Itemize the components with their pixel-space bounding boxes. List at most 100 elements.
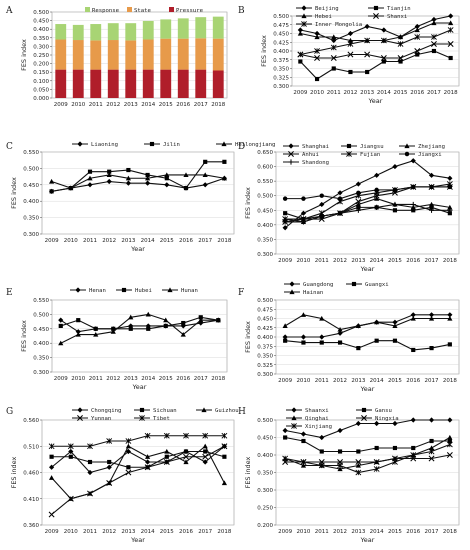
y-tick-label: 0.425 <box>273 40 289 46</box>
x-axis-title: Year <box>368 97 383 105</box>
data-point <box>222 159 227 164</box>
legend-marker <box>291 407 297 413</box>
y-tick-label: 0.450 <box>273 32 289 38</box>
x-tick-label: 2010 <box>64 238 78 244</box>
x-tick-label: 2018 <box>443 378 457 384</box>
data-point <box>447 207 453 213</box>
bar-response <box>212 16 224 39</box>
data-point <box>106 172 112 178</box>
data-point <box>183 172 189 178</box>
data-point <box>221 443 228 450</box>
y-tick-label: 0.500 <box>257 418 273 424</box>
x-tick-label: 2013 <box>121 529 135 535</box>
data-point <box>318 216 325 222</box>
data-point <box>106 464 112 470</box>
data-point <box>428 207 435 213</box>
data-point <box>76 318 81 323</box>
legend-label: Hunan <box>181 288 198 294</box>
data-point <box>300 431 307 437</box>
x-tick-label: 2010 <box>310 90 324 96</box>
x-tick-label: 2009 <box>45 529 59 535</box>
data-point <box>126 167 131 173</box>
data-point <box>283 211 288 216</box>
bar-pressure <box>55 69 67 98</box>
data-point <box>355 469 362 476</box>
x-tick-label: 2009 <box>278 378 292 384</box>
y-tick-label: 0.400 <box>257 335 273 341</box>
y-axis-title: FES index <box>244 456 252 488</box>
data-point <box>337 340 343 345</box>
panel-e: E 0.300 0.350 0.400 0.450 0.500 0.550 2009 2010 2… <box>6 287 228 391</box>
series-line <box>60 316 219 330</box>
panel-letter: E <box>6 288 13 298</box>
x-tick-label: 2014 <box>141 238 155 244</box>
data-point <box>411 208 416 213</box>
legend-marker <box>288 143 294 149</box>
data-point <box>93 331 99 337</box>
data-point <box>202 172 208 178</box>
x-tick-label: 2011 <box>315 258 329 264</box>
legend-label: Henan <box>89 288 106 294</box>
y-tick-label: 0.300 <box>23 232 39 238</box>
data-point <box>337 327 343 332</box>
data-point <box>429 346 434 351</box>
legend-marker <box>289 289 295 295</box>
data-point <box>392 420 398 427</box>
data-point <box>106 438 113 444</box>
legend-label: Qinghai <box>305 416 329 422</box>
y-tick-label: 0.650 <box>257 150 273 156</box>
data-point <box>447 27 454 33</box>
data-point <box>110 329 116 334</box>
data-point <box>163 432 170 439</box>
data-point <box>347 51 354 58</box>
data-point <box>87 169 93 174</box>
x-tick-label: 2009 <box>54 376 68 382</box>
x-tick-label: 2016 <box>179 529 193 535</box>
data-point <box>447 211 452 216</box>
y-tick-label: 0.400 <box>257 453 273 459</box>
data-point <box>58 323 63 328</box>
data-point <box>430 41 437 47</box>
data-point <box>49 189 54 194</box>
y-tick-label: 0.325 <box>257 363 273 369</box>
x-tick-label: 2017 <box>425 529 439 535</box>
data-point <box>447 204 453 210</box>
legend-marker <box>351 281 357 287</box>
bar-pressure <box>90 69 102 98</box>
legend-label: Shanxi <box>387 14 407 20</box>
series-line <box>51 450 225 468</box>
legend-marker <box>77 415 83 421</box>
x-tick-label: 2011 <box>83 529 97 535</box>
data-point <box>145 172 150 178</box>
legend-marker <box>301 13 307 19</box>
series-line <box>299 50 451 80</box>
x-tick-label: 2014 <box>141 376 155 382</box>
data-point <box>428 417 435 423</box>
data-point <box>431 20 437 26</box>
data-point <box>331 34 337 40</box>
x-tick-label: 2015 <box>160 238 174 244</box>
series-xinjiang <box>282 441 453 476</box>
legend-marker <box>346 143 352 149</box>
data-point <box>410 312 416 318</box>
y-tick-label: 0.350 <box>273 67 289 73</box>
data-point <box>410 201 416 208</box>
legend-label: Fujian <box>360 152 380 158</box>
x-tick-label: 2015 <box>159 102 173 108</box>
data-point <box>49 454 54 459</box>
data-point <box>410 204 416 210</box>
data-point <box>301 340 306 345</box>
x-tick-label: 2009 <box>293 90 307 96</box>
y-tick-label: 0.375 <box>257 344 273 350</box>
legend-label: Shanghai <box>302 144 329 150</box>
x-tick-label: 2012 <box>333 258 347 264</box>
data-point <box>381 27 387 33</box>
legend-marker <box>361 407 367 413</box>
data-point <box>49 178 55 184</box>
data-point <box>392 163 398 170</box>
y-tick-label: 0.350 <box>257 237 273 243</box>
data-point <box>356 190 361 196</box>
series-line <box>51 177 225 192</box>
series-jilin <box>49 159 227 194</box>
legend-label: Jilin <box>163 142 180 148</box>
